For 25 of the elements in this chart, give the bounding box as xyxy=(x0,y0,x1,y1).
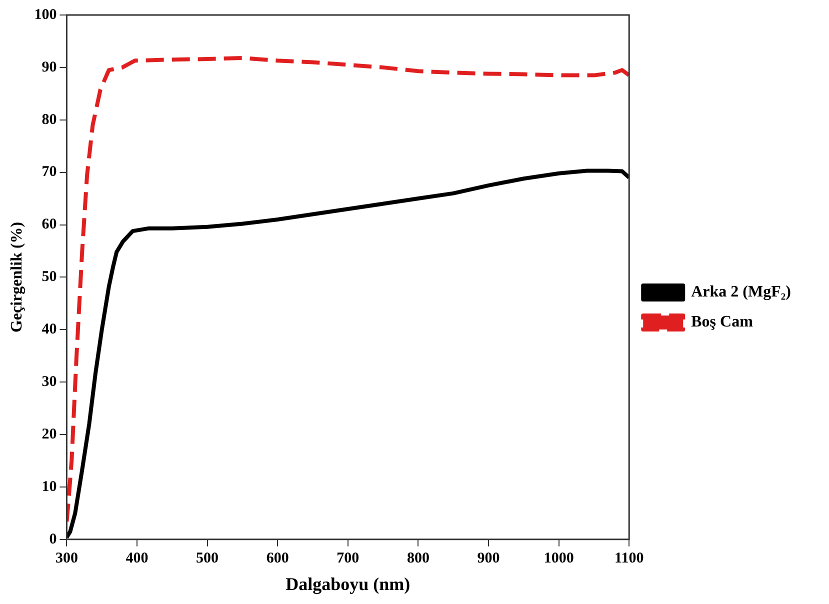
y-tick-label: 20 xyxy=(42,426,57,442)
x-tick-label: 300 xyxy=(55,550,78,566)
y-tick-label: 30 xyxy=(42,374,57,390)
x-tick-label: 500 xyxy=(196,550,219,566)
x-tick-label: 1100 xyxy=(614,550,644,566)
x-tick-label: 600 xyxy=(266,550,289,566)
y-tick-label: 90 xyxy=(42,59,57,76)
y-tick-label: 0 xyxy=(49,531,57,548)
x-tick-label: 700 xyxy=(336,550,360,566)
x-tick-label: 800 xyxy=(406,550,430,566)
legend-label: Arka 2 (MgF₂) xyxy=(691,284,792,301)
x-tick-label: 400 xyxy=(126,550,148,566)
x-axis-title: Dalgaboyu (nm) xyxy=(286,574,410,594)
y-axis-title: Geçirgenlik (%) xyxy=(8,222,26,333)
y-tick-label: 100 xyxy=(34,6,57,23)
y-tick-label: 80 xyxy=(42,112,57,128)
legend-label: Boş Cam xyxy=(691,314,754,331)
line-series xyxy=(66,56,630,524)
y-tick-label: 50 xyxy=(42,269,57,286)
y-tick-label: 70 xyxy=(42,164,57,180)
y-tick-label: 10 xyxy=(42,478,57,495)
x-tick-label: 900 xyxy=(477,550,500,566)
y-tick-label: 40 xyxy=(42,322,57,338)
x-tick-label: 1000 xyxy=(544,550,574,566)
y-tick-label: 60 xyxy=(42,216,57,233)
